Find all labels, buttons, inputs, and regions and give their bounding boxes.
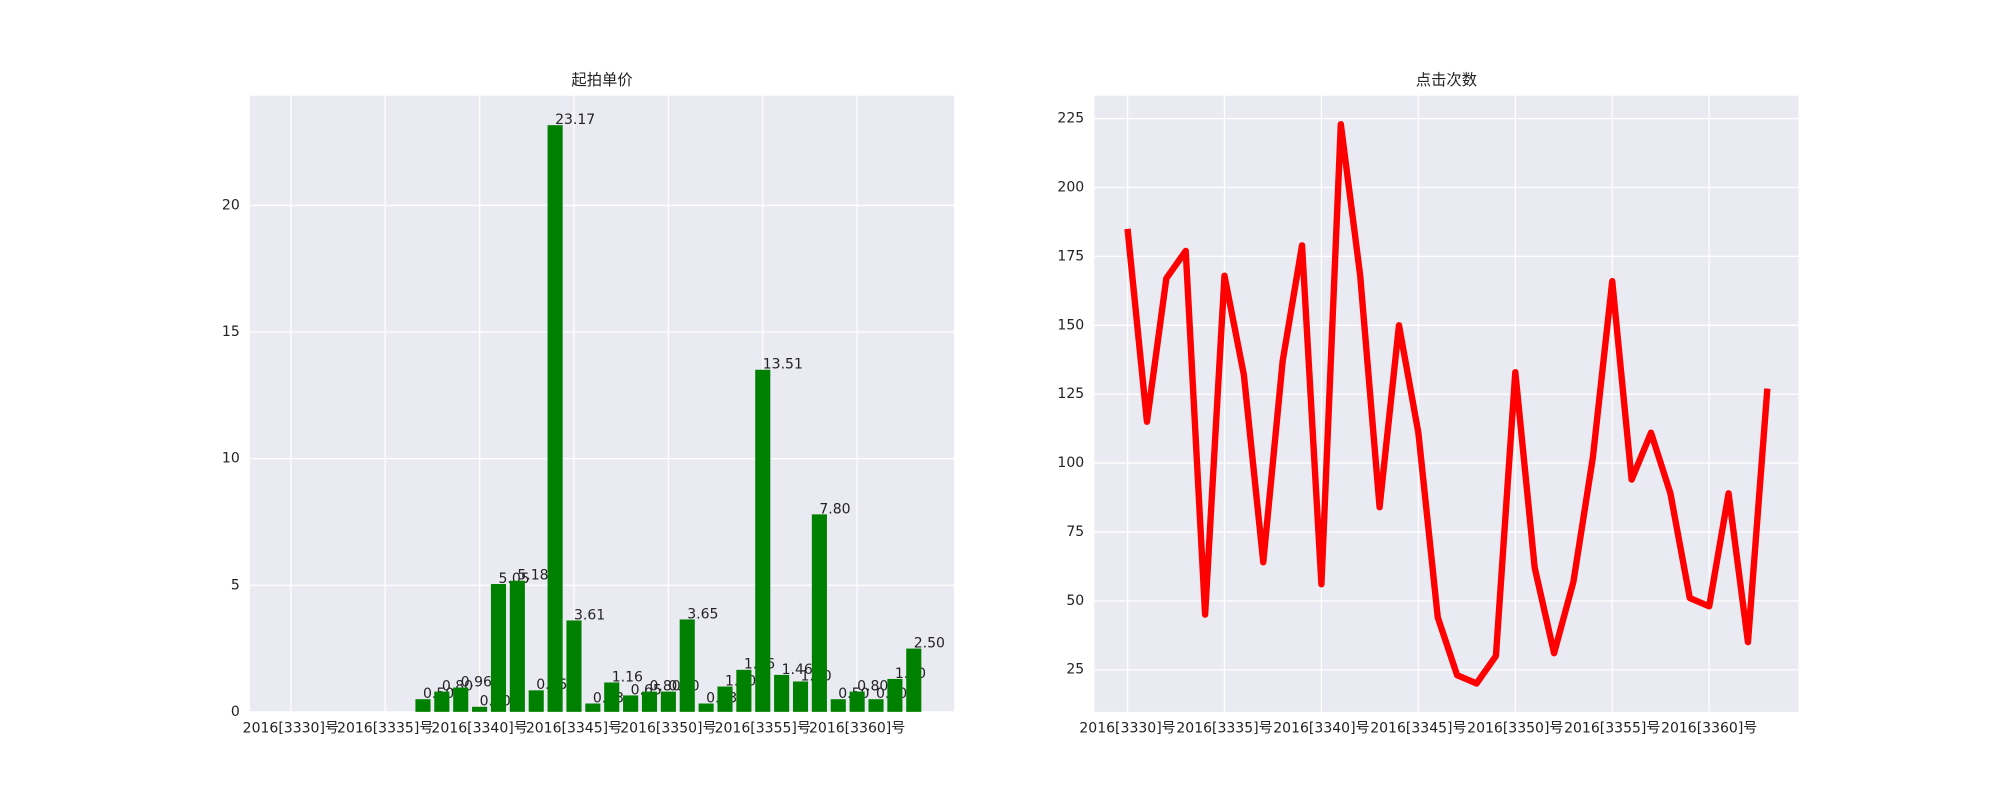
data-label: 5.18 [517, 568, 548, 584]
bar [755, 369, 771, 712]
y-tick-label: 100 [1057, 455, 1084, 471]
bar [774, 674, 790, 712]
chart-title: 点击次数 [1416, 71, 1477, 89]
x-tick-label: 2016[3335]号 [337, 720, 433, 736]
line [1124, 120, 1771, 687]
chart-title: 起拍单价 [571, 71, 632, 89]
y-tick-label: 25 [1066, 662, 1084, 678]
bar [698, 703, 714, 712]
bar [849, 691, 865, 712]
data-label: 0.96 [461, 674, 492, 690]
y-tick-label: 20 [222, 197, 240, 213]
bar [811, 514, 827, 712]
y-tick-label: 50 [1066, 593, 1084, 609]
y-tick-label: 225 [1057, 111, 1084, 127]
y-tick-label: 75 [1066, 524, 1084, 540]
bar [792, 681, 809, 712]
bar [736, 669, 752, 712]
bar [641, 691, 658, 712]
data-label: 13.51 [763, 357, 803, 373]
bar [415, 699, 431, 712]
y-tick-label: 0 [231, 704, 240, 720]
data-label: 3.65 [687, 606, 718, 622]
x-tick-label: 2016[3355]号 [1564, 720, 1660, 736]
bar [623, 695, 639, 712]
y-tick-label: 5 [231, 577, 240, 593]
bar [660, 691, 676, 712]
x-tick-label: 2016[3355]号 [715, 720, 811, 736]
bar [585, 703, 601, 712]
x-tick-label: 2016[3345]号 [526, 720, 622, 736]
x-tick-label: 2016[3330]号 [1079, 720, 1175, 736]
plot-background [250, 95, 955, 712]
x-tick-label: 2016[3335]号 [1176, 720, 1272, 736]
y-tick-label: 125 [1057, 386, 1084, 402]
data-label: 1.16 [612, 669, 643, 685]
y-tick-label: 15 [222, 324, 240, 340]
bar [830, 699, 846, 712]
bar [868, 699, 884, 712]
data-label: 23.17 [555, 112, 595, 128]
bar [906, 648, 922, 712]
x-tick-label: 2016[3350]号 [1467, 720, 1563, 736]
x-tick-label: 2016[3330]号 [243, 720, 339, 736]
bar [490, 583, 507, 712]
bar [472, 706, 488, 712]
x-tick-label: 2016[3345]号 [1370, 720, 1466, 736]
data-label: 3.61 [574, 607, 605, 623]
y-tick-label: 150 [1057, 317, 1084, 333]
plot-background [1094, 95, 1799, 712]
data-label: 2.50 [914, 635, 945, 651]
data-label: 0.80 [857, 679, 888, 695]
x-tick-label: 2016[3360]号 [1661, 720, 1757, 736]
x-tick-label: 2016[3340]号 [431, 720, 527, 736]
y-tick-label: 10 [222, 451, 240, 467]
bar [679, 619, 695, 712]
data-label: 0.80 [649, 679, 680, 695]
bar [434, 691, 450, 712]
bar [887, 678, 903, 712]
bar [604, 682, 620, 712]
data-label: 7.80 [819, 501, 850, 517]
bar [566, 620, 582, 712]
bar [453, 687, 469, 712]
x-tick-label: 2016[3340]号 [1273, 720, 1369, 736]
x-tick-label: 2016[3350]号 [620, 720, 716, 736]
y-tick-label: 175 [1057, 248, 1084, 264]
bar [528, 690, 544, 712]
bar [509, 580, 525, 712]
y-tick-label: 200 [1057, 180, 1084, 196]
bar [717, 686, 733, 712]
data-label: 1.46 [782, 662, 813, 678]
x-tick-label: 2016[3360]号 [809, 720, 905, 736]
bar [547, 125, 563, 712]
